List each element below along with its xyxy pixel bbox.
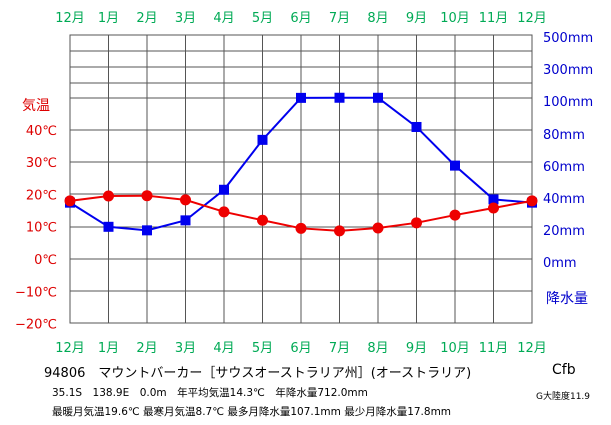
temp-tick-label: −20℃ <box>15 318 57 333</box>
precip-point <box>103 221 114 232</box>
temp-point <box>103 190 114 202</box>
temp-point <box>218 206 230 218</box>
climate-class: Cfb <box>552 362 576 378</box>
month-label-top: 5月 <box>252 11 273 26</box>
month-label-top: 11月 <box>479 11 509 26</box>
month-label-bottom: 10月 <box>440 341 470 356</box>
precip-tick-label: 100mm <box>543 95 593 110</box>
temp-tick-label: 20℃ <box>26 188 57 203</box>
temp-axis-title: 気温 <box>22 98 50 114</box>
temp-tick-label: 40℃ <box>26 124 57 139</box>
month-label-bottom: 6月 <box>290 341 311 356</box>
precip-tick-label: 0mm <box>543 256 577 271</box>
station-summary: 35.1S 138.9E 0.0m 年平均気温14.3℃ 年降水量712.0mm <box>52 387 368 399</box>
month-label-bottom: 7月 <box>329 341 350 356</box>
precip-point <box>450 160 460 171</box>
temp-point <box>526 195 538 207</box>
precip-axis-title: 降水量 <box>546 291 588 307</box>
precip-point <box>373 92 383 103</box>
precip-tick-label: 300mm <box>543 63 593 78</box>
month-label-top: 6月 <box>290 11 311 26</box>
month-label-bottom: 12月 <box>55 341 85 356</box>
month-label-top: 1月 <box>98 11 119 26</box>
month-label-top: 10月 <box>440 11 470 26</box>
temp-point <box>488 202 499 214</box>
temp-point <box>449 209 461 221</box>
continentality-index: G大陸度11.9 <box>536 392 591 402</box>
month-label-top: 12月 <box>55 11 85 26</box>
temp-point <box>64 195 76 207</box>
month-label-bottom: 12月 <box>517 341 547 356</box>
temp-point <box>295 222 307 234</box>
month-label-top: 3月 <box>175 11 196 26</box>
month-label-bottom: 4月 <box>213 341 234 356</box>
precip-tick-label: 40mm <box>543 192 585 207</box>
temp-point <box>334 225 345 237</box>
temp-point <box>372 222 384 234</box>
precip-point <box>142 225 152 236</box>
month-label-bottom: 2月 <box>136 341 157 356</box>
month-label-top: 7月 <box>329 11 350 26</box>
precip-tick-label: 500mm <box>543 31 593 46</box>
precip-tick-label: 60mm <box>543 160 585 175</box>
month-label-top: 9月 <box>406 11 427 26</box>
month-label-bottom: 11月 <box>479 341 509 356</box>
temp-tick-label: 0℃ <box>34 253 57 268</box>
precip-point <box>488 194 499 205</box>
month-label-bottom: 9月 <box>406 341 427 356</box>
precip-point <box>180 215 191 226</box>
temp-point <box>141 190 153 202</box>
temp-point <box>257 214 268 226</box>
precip-point <box>296 92 306 103</box>
station-extremes: 最暖月気温19.6℃ 最寒月気温8.7℃ 最多月降水量107.1mm 最少月降水… <box>52 406 452 418</box>
month-label-top: 8月 <box>367 11 388 26</box>
temp-tick-label: −10℃ <box>15 285 57 300</box>
temp-point <box>180 194 191 206</box>
temp-point <box>411 217 422 229</box>
temp-tick-label: 10℃ <box>26 221 57 236</box>
month-label-bottom: 3月 <box>175 341 196 356</box>
precip-point <box>334 92 345 103</box>
month-label-bottom: 8月 <box>367 341 388 356</box>
precip-point <box>411 121 422 132</box>
month-label-top: 12月 <box>517 11 547 26</box>
month-label-top: 2月 <box>136 11 157 26</box>
month-label-top: 4月 <box>213 11 234 26</box>
precip-point <box>219 184 229 195</box>
precip-tick-label: 80mm <box>543 128 585 143</box>
temp-tick-label: 30℃ <box>26 156 57 171</box>
month-label-bottom: 1月 <box>98 341 119 356</box>
precip-point <box>257 134 268 145</box>
precip-tick-label: 20mm <box>543 224 585 239</box>
station-title: 94806 マウントバーカー［サウスオーストラリア州］(オーストラリア) <box>44 366 472 381</box>
month-label-bottom: 5月 <box>252 341 273 356</box>
